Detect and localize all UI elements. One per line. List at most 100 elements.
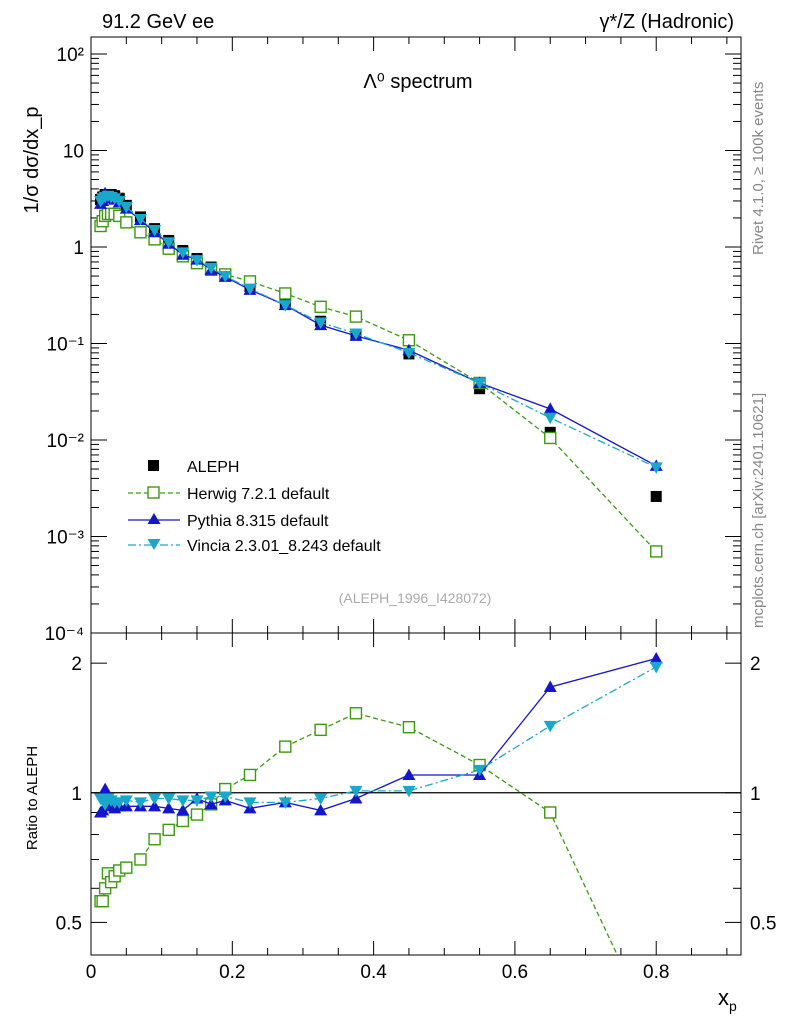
data-point-herwig	[402, 721, 416, 734]
data-point-pythia	[176, 803, 190, 816]
data-point-vincia	[176, 247, 190, 259]
header-process-label: γ*/Z (Hadronic)	[600, 11, 734, 33]
data-point-herwig	[349, 707, 363, 720]
mcplots-label: mcplots.cern.ch [arXiv:2401.10621]	[750, 393, 767, 628]
data-point-vincia	[243, 797, 257, 809]
legend-marker-aleph	[148, 460, 159, 471]
y-tick-label-left: 1	[71, 784, 82, 805]
data-point-vincia	[349, 785, 363, 798]
y-tick-label: 10²	[57, 45, 84, 66]
data-point-vincia	[190, 795, 204, 807]
data-point-herwig	[544, 806, 557, 819]
data-point-pythia	[543, 680, 557, 693]
data-point-aleph	[650, 490, 662, 502]
y-tick-label: 10⁻²	[47, 431, 85, 452]
legend-label-vincia: Vincia 2.3.01_8.243 default	[187, 538, 381, 555]
data-point-pythia	[649, 652, 663, 664]
legend-marker-pythia	[147, 513, 161, 524]
analysis-tag: (ALEPH_1996_I428072)	[339, 590, 492, 606]
data-point-herwig	[176, 814, 190, 828]
data-point-herwig	[243, 768, 257, 782]
data-point-vincia	[148, 793, 162, 805]
series-line-herwig	[99, 213, 657, 552]
y-tick-label-left: 2	[71, 654, 82, 675]
legend-marker-vincia	[147, 539, 161, 550]
legend-entry-aleph: ALEPH	[148, 459, 239, 476]
x-tick-label: 0	[86, 962, 97, 983]
data-point-herwig	[314, 300, 327, 314]
data-point-pythia	[96, 803, 110, 816]
data-point-pythia	[98, 782, 112, 795]
main-axis-ticks: 10⁻⁴ 10⁻³ 10⁻² 10⁻¹ 1 10 10²	[45, 37, 741, 645]
data-point-vincia	[278, 797, 292, 809]
data-point-vincia	[278, 300, 292, 312]
data-point-vincia	[119, 795, 133, 807]
data-point-herwig	[120, 216, 133, 229]
data-point-vincia	[218, 791, 232, 804]
data-point-herwig	[650, 545, 663, 558]
data-point-vincia	[204, 262, 218, 275]
data-point-vincia	[112, 797, 126, 809]
legend: ALEPH Herwig 7.2.1 default Pythia 8.315 …	[128, 459, 381, 555]
data-point-herwig	[134, 226, 147, 239]
data-point-vincia	[112, 195, 126, 208]
data-point-herwig	[113, 209, 126, 223]
data-point-pythia	[543, 402, 557, 414]
main-panel: 10⁻⁴ 10⁻³ 10⁻² 10⁻¹ 1 10 10² 1/σ dσ/dx_p Λ⁰ sp…	[21, 36, 742, 645]
chart-title: Λ⁰ spectrum	[363, 71, 472, 93]
data-point-vincia	[543, 412, 557, 425]
legend-entry-vincia: Vincia 2.3.01_8.243 default	[128, 538, 381, 555]
ratio-panel-frame	[90, 632, 742, 956]
data-point-vincia	[402, 785, 416, 798]
y-tick-label-right: 1	[750, 784, 761, 805]
data-point-vincia	[543, 720, 557, 733]
data-point-vincia	[204, 791, 218, 804]
x-axis-label: xp	[718, 985, 737, 1014]
x-tick-label: 0.8	[643, 962, 669, 983]
data-point-vincia	[176, 795, 190, 807]
data-point-herwig	[148, 833, 161, 846]
legend-label-aleph: ALEPH	[187, 459, 239, 476]
x-tick-label: 0.6	[502, 962, 528, 983]
data-point-herwig	[279, 287, 292, 300]
y-tick-label: 10⁻⁴	[45, 624, 84, 645]
data-point-vincia	[649, 661, 663, 674]
ratio-y-axis-label: Ratio to ALEPH	[24, 746, 41, 850]
data-point-pythia	[402, 768, 416, 780]
data-point-vincia	[190, 255, 204, 267]
main-y-axis-label: 1/σ dσ/dx_p	[21, 107, 43, 214]
y-tick-label-right: 2	[750, 654, 761, 675]
data-point-vincia	[148, 225, 162, 237]
data-point-herwig	[134, 853, 147, 866]
data-point-vincia	[119, 201, 133, 214]
data-point-vincia	[162, 237, 176, 249]
data-point-vincia	[473, 377, 487, 390]
y-tick-label: 10⁻³	[47, 527, 85, 548]
data-point-vincia	[314, 793, 328, 805]
data-point-vincia	[473, 764, 487, 777]
series-line-vincia	[100, 666, 657, 806]
legend-label-herwig: Herwig 7.2.1 default	[187, 486, 330, 503]
data-point-vincia	[162, 793, 176, 805]
data-point-herwig	[279, 740, 292, 753]
data-point-herwig	[190, 808, 204, 821]
x-tick-label: 0.2	[219, 962, 245, 983]
data-point-pythia	[162, 801, 176, 814]
ratio-series	[94, 652, 663, 955]
header-energy-label: 91.2 GeV ee	[102, 11, 214, 33]
x-tick-label: 0.4	[360, 962, 387, 983]
series-line-vincia	[99, 194, 657, 468]
data-point-pythia	[314, 803, 328, 816]
y-tick-label: 10	[63, 141, 84, 162]
data-point-vincia	[649, 462, 663, 474]
data-point-vincia	[218, 271, 232, 283]
data-point-vincia	[314, 317, 328, 330]
y-tick-label: 1	[73, 238, 84, 259]
legend-label-pythia: Pythia 8.315 default	[187, 513, 329, 530]
data-point-herwig	[120, 861, 133, 874]
main-series	[94, 186, 663, 558]
data-point-herwig	[96, 895, 109, 908]
data-point-vincia	[243, 283, 257, 296]
legend-entry-herwig: Herwig 7.2.1 default	[128, 486, 330, 503]
